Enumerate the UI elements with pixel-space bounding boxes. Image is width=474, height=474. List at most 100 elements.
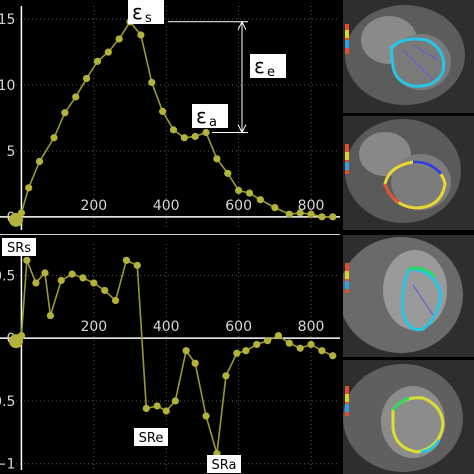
- data-point: [222, 372, 230, 380]
- data-point: [191, 359, 199, 367]
- annotation-subscript: e: [267, 65, 275, 80]
- data-point: [23, 256, 31, 264]
- data-point: [133, 261, 141, 269]
- data-point: [202, 412, 210, 420]
- data-point: [25, 184, 33, 192]
- data-point: [329, 213, 337, 221]
- strain-charts: 2004006008000510152004006008000.50−0.5−1…: [0, 0, 340, 473]
- data-point: [82, 74, 91, 83]
- annotation-text: SRs: [7, 241, 31, 256]
- x-tick-label: 400: [153, 198, 180, 214]
- data-point: [307, 210, 315, 218]
- annotation-subscript: a: [209, 115, 217, 130]
- annotation-box: [2, 238, 36, 256]
- panel-separator: [0, 234, 340, 235]
- x-tick-label: 800: [298, 198, 325, 214]
- annotation-text: SRa: [212, 458, 237, 473]
- data-point: [224, 169, 232, 177]
- data-point: [159, 107, 167, 116]
- arrow-down: [237, 124, 247, 134]
- data-point: [318, 347, 326, 355]
- data-point: [233, 349, 241, 357]
- data-point: [235, 186, 243, 195]
- echo-image-1: [343, 0, 474, 113]
- data-point: [191, 132, 199, 141]
- data-point: [17, 209, 26, 217]
- data-point: [202, 128, 210, 137]
- annotation-sr-active: SRa: [207, 455, 241, 473]
- data-point: [242, 347, 250, 355]
- data-point: [142, 404, 150, 413]
- origin-marker: [9, 212, 23, 227]
- annotation-box: [134, 428, 168, 446]
- x-tick-label: 200: [80, 319, 107, 335]
- data-point: [41, 269, 49, 277]
- data-point: [148, 78, 156, 87]
- annotation-box: [192, 104, 228, 128]
- data-point: [68, 270, 76, 278]
- y-tick-label: 5: [7, 144, 16, 160]
- data-point: [213, 155, 221, 163]
- data-point: [57, 276, 65, 285]
- data-point: [182, 347, 190, 355]
- echo-image-3: [343, 235, 474, 357]
- data-point: [169, 126, 178, 134]
- data-point: [318, 213, 326, 221]
- data-point: [162, 407, 170, 415]
- data-point: [35, 157, 44, 166]
- data-point: [256, 196, 264, 204]
- annotation-box: [250, 54, 286, 78]
- data-point: [90, 279, 98, 287]
- data-point: [101, 286, 109, 295]
- annotation-subscript: s: [145, 11, 152, 26]
- x-tick-label: 600: [225, 319, 252, 335]
- data-point: [17, 332, 26, 340]
- data-point: [171, 397, 179, 405]
- data-point: [79, 274, 87, 282]
- data-point: [93, 57, 102, 65]
- data-point: [271, 204, 279, 212]
- y-tick-label: −1: [0, 457, 15, 473]
- data-point: [72, 93, 80, 101]
- arrow-up: [237, 20, 247, 31]
- data-point: [111, 296, 120, 305]
- data-point: [153, 402, 161, 410]
- data-point: [122, 256, 131, 264]
- data-point: [274, 332, 283, 340]
- data-point: [46, 311, 54, 320]
- x-tick-label: 400: [153, 319, 180, 335]
- data-point: [32, 279, 40, 287]
- data-point: [115, 35, 123, 43]
- data-point: [285, 210, 293, 218]
- y-tick-label: −0.5: [0, 394, 15, 410]
- y-tick-label: 15: [0, 12, 15, 28]
- annotation-box: [207, 455, 241, 473]
- x-tick-label: 200: [80, 198, 107, 214]
- y-tick-label: 10: [0, 78, 15, 94]
- data-point: [307, 340, 315, 349]
- x-tick-label: 800: [298, 319, 325, 335]
- data-point: [296, 344, 304, 352]
- echo-image-2: [343, 116, 474, 230]
- data-point: [137, 31, 145, 39]
- data-point: [296, 209, 304, 217]
- annotation-symbol: ε: [132, 0, 143, 24]
- data-point: [50, 134, 58, 142]
- y-tick-label: 0.5: [0, 268, 15, 284]
- data-point: [329, 352, 337, 360]
- data-point: [245, 189, 254, 197]
- annotation-text: SRe: [139, 431, 164, 446]
- series-line: [20, 20, 333, 218]
- annotation-symbol: ε: [254, 54, 265, 78]
- data-point: [61, 109, 69, 117]
- series-line: [20, 259, 334, 454]
- data-point: [180, 134, 188, 142]
- x-tick-label: 600: [225, 198, 252, 214]
- echo-image-4: [343, 360, 474, 474]
- data-point: [263, 337, 272, 345]
- annotation-symbol: ε: [196, 104, 207, 128]
